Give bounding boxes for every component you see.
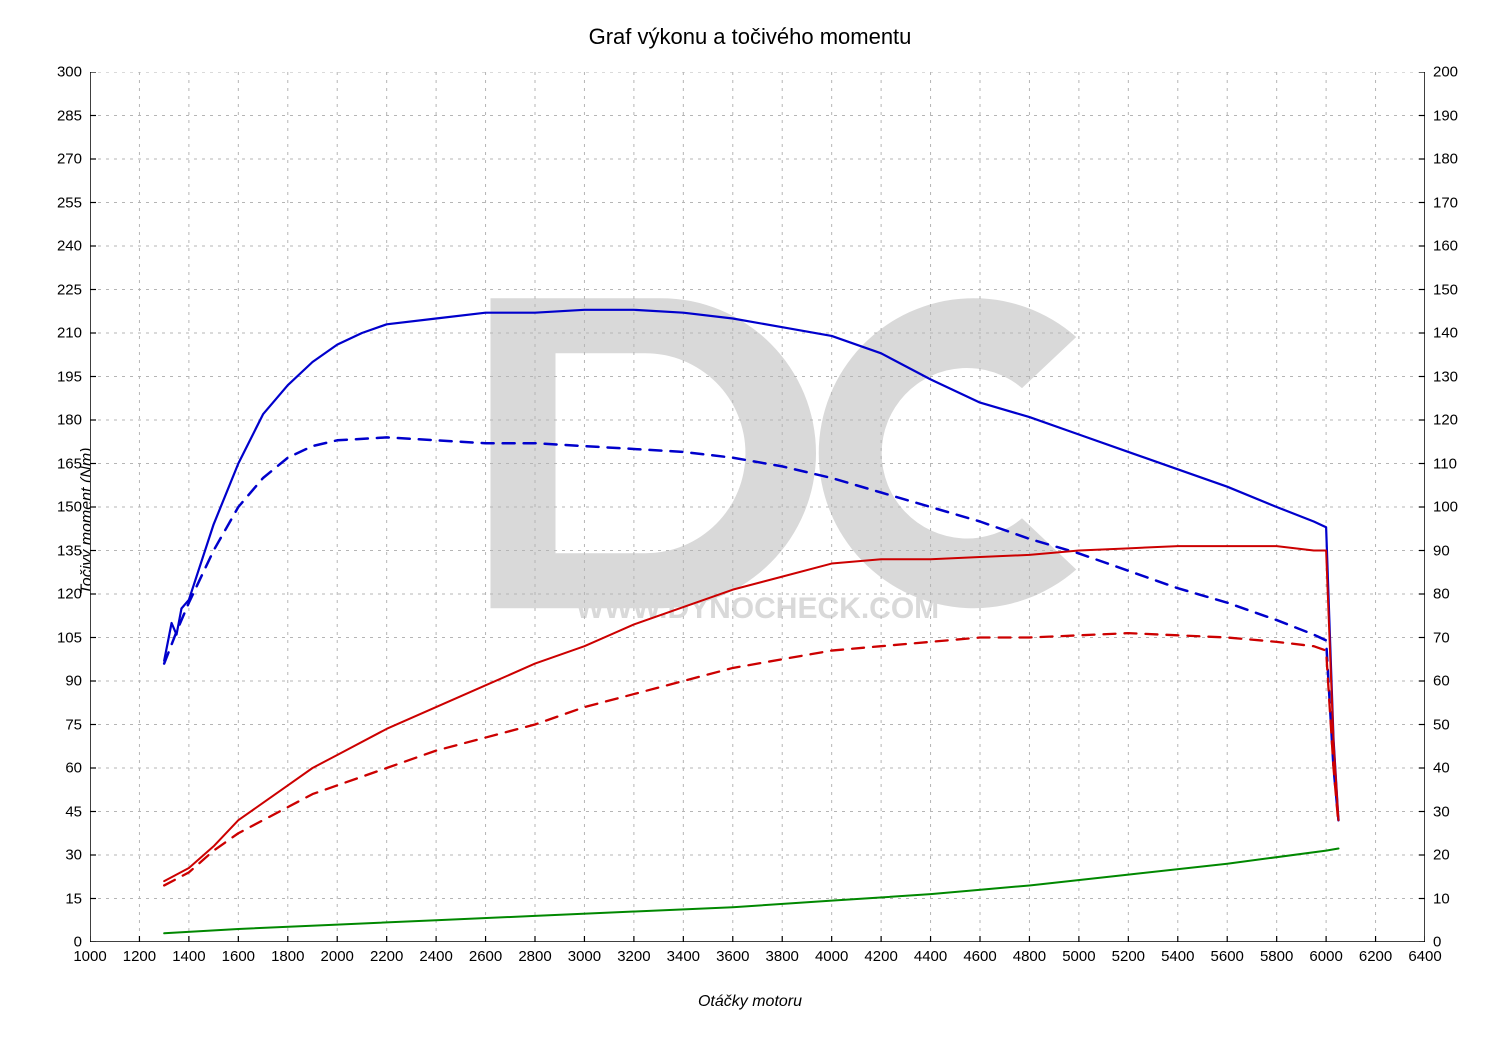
y-right-tick-label: 160	[1433, 238, 1458, 255]
x-tick-label: 1000	[73, 948, 106, 965]
y-right-tick-label: 100	[1433, 499, 1458, 516]
y-left-tick-label: 150	[57, 499, 82, 516]
y-left-tick-label: 15	[65, 890, 82, 907]
y-left-tick-label: 90	[65, 673, 82, 690]
y-right-tick-label: 0	[1433, 934, 1441, 951]
x-tick-label: 4400	[914, 948, 947, 965]
y-right-tick-label: 80	[1433, 586, 1450, 603]
y-right-tick-label: 120	[1433, 412, 1458, 429]
y-left-tick-label: 285	[57, 107, 82, 124]
y-left-tick-label: 30	[65, 847, 82, 864]
x-tick-label: 4600	[963, 948, 996, 965]
y-right-tick-label: 180	[1433, 151, 1458, 168]
x-tick-label: 4000	[815, 948, 848, 965]
x-tick-label: 2000	[321, 948, 354, 965]
x-tick-label: 6200	[1359, 948, 1392, 965]
x-tick-label: 2800	[518, 948, 551, 965]
x-tick-label: 3800	[766, 948, 799, 965]
x-tick-label: 1600	[222, 948, 255, 965]
y-right-tick-label: 140	[1433, 325, 1458, 342]
y-right-tick-label: 70	[1433, 629, 1450, 646]
x-tick-label: 3000	[568, 948, 601, 965]
x-tick-label: 5800	[1260, 948, 1293, 965]
y-left-tick-label: 105	[57, 629, 82, 646]
y-left-tick-label: 255	[57, 194, 82, 211]
y-left-tick-label: 45	[65, 803, 82, 820]
y-left-tick-label: 195	[57, 368, 82, 385]
y-right-tick-label: 50	[1433, 716, 1450, 733]
y-left-tick-label: 210	[57, 325, 82, 342]
x-tick-label: 4200	[864, 948, 897, 965]
chart-title: Graf výkonu a točivého momentu	[0, 24, 1500, 50]
y-left-tick-label: 120	[57, 586, 82, 603]
x-tick-labels: 1000120014001600180020002200240026002800…	[90, 948, 1425, 968]
y-left-tick-label: 225	[57, 281, 82, 298]
y-left-tick-label: 0	[74, 934, 82, 951]
y-right-tick-label: 10	[1433, 890, 1450, 907]
y-right-tick-label: 170	[1433, 194, 1458, 211]
y-right-tick-label: 60	[1433, 673, 1450, 690]
y-right-tick-label: 200	[1433, 64, 1458, 81]
y-left-tick-label: 75	[65, 716, 82, 733]
chart-container: Graf výkonu a točivého momentu Točivý mo…	[0, 0, 1500, 1041]
y-left-tick-label: 180	[57, 412, 82, 429]
x-tick-label: 2200	[370, 948, 403, 965]
y-right-tick-label: 40	[1433, 760, 1450, 777]
x-tick-label: 3600	[716, 948, 749, 965]
y-left-tick-label: 300	[57, 64, 82, 81]
y-right-tick-label: 130	[1433, 368, 1458, 385]
x-tick-label: 2400	[419, 948, 452, 965]
svg-text:WWW.DYNOCHECK.COM: WWW.DYNOCHECK.COM	[576, 592, 939, 625]
x-tick-label: 5000	[1062, 948, 1095, 965]
y-right-tick-label: 30	[1433, 803, 1450, 820]
x-tick-label: 1400	[172, 948, 205, 965]
y-left-tick-label: 135	[57, 542, 82, 559]
y-right-tick-label: 190	[1433, 107, 1458, 124]
x-tick-label: 5600	[1211, 948, 1244, 965]
y-right-tick-label: 90	[1433, 542, 1450, 559]
x-tick-label: 3400	[667, 948, 700, 965]
x-tick-label: 6000	[1309, 948, 1342, 965]
x-tick-label: 5200	[1112, 948, 1145, 965]
x-tick-label: 2600	[469, 948, 502, 965]
x-tick-label: 6400	[1408, 948, 1441, 965]
y-left-tick-label: 240	[57, 238, 82, 255]
y-left-tick-label: 165	[57, 455, 82, 472]
y-left-tick-label: 270	[57, 151, 82, 168]
y-left-tick-labels: 0153045607590105120135150165180195210225…	[0, 72, 82, 942]
x-tick-label: 3200	[617, 948, 650, 965]
x-tick-label: 1200	[123, 948, 156, 965]
y-right-tick-label: 110	[1433, 455, 1457, 472]
y-right-tick-label: 20	[1433, 847, 1450, 864]
y-right-tick-labels: 0102030405060708090100110120130140150160…	[1433, 72, 1493, 942]
x-axis-label: Otáčky motoru	[0, 993, 1500, 1011]
x-tick-label: 5400	[1161, 948, 1194, 965]
x-tick-label: 4800	[1013, 948, 1046, 965]
y-right-tick-label: 150	[1433, 281, 1458, 298]
x-tick-label: 1800	[271, 948, 304, 965]
y-left-tick-label: 60	[65, 760, 82, 777]
chart-plot: WWW.DYNOCHECK.COM	[90, 72, 1425, 942]
